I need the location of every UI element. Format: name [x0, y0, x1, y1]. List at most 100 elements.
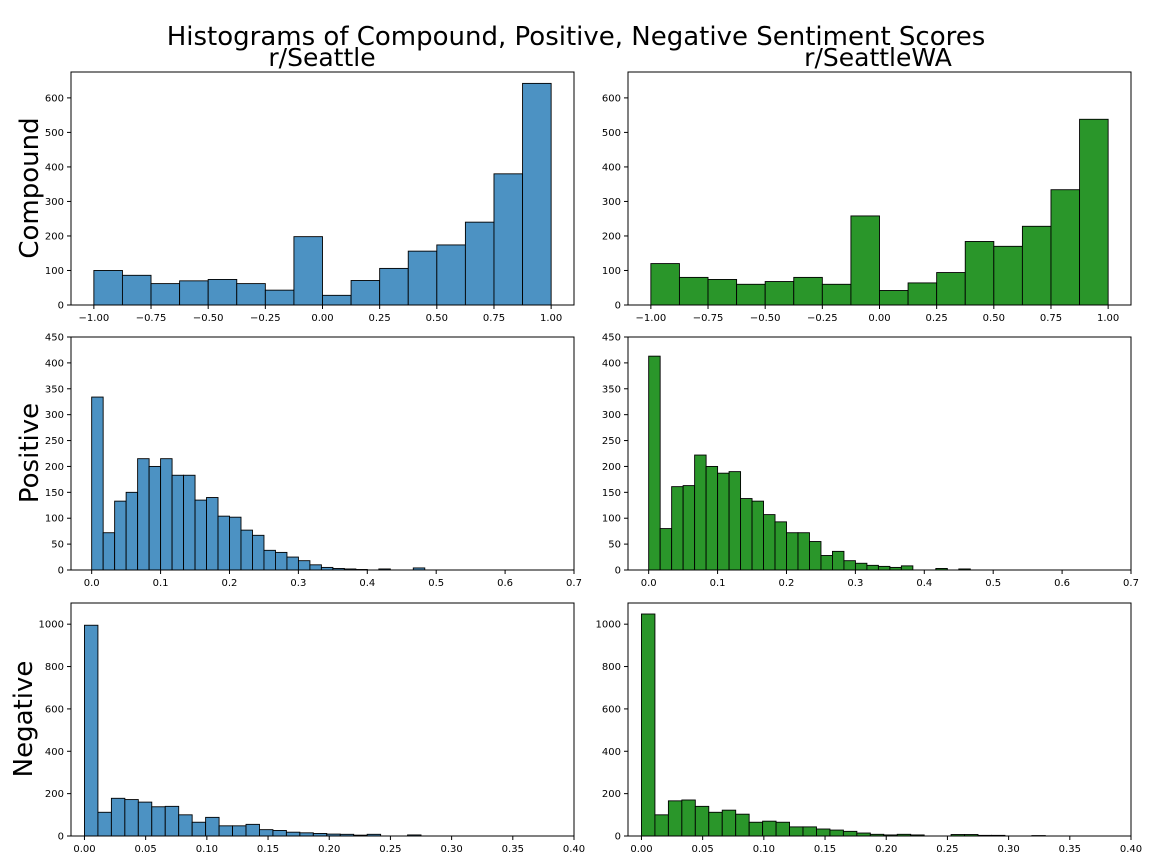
y-tick-label: 200	[45, 231, 64, 242]
x-tick-label: −0.75	[136, 313, 167, 324]
histogram-bar	[164, 805, 180, 837]
histogram-bar	[740, 498, 753, 571]
histogram-bar	[183, 474, 196, 571]
histogram-bar	[728, 471, 742, 571]
histogram-bar	[681, 799, 696, 837]
x-tick-label: 0.50	[983, 313, 1005, 324]
histogram-bar	[297, 560, 311, 571]
x-tick-label: −1.00	[636, 313, 667, 324]
x-tick-label: 0.40	[1120, 844, 1142, 855]
histogram-bar	[275, 551, 288, 571]
x-tick-label: 0.15	[814, 844, 836, 855]
y-tick-label: 0	[615, 566, 621, 577]
histogram-bar	[137, 801, 153, 837]
y-tick-label: 300	[602, 197, 621, 208]
x-tick-label: 0.1	[710, 578, 726, 589]
x-tick-label: 0.00	[630, 844, 652, 855]
x-tick-label: 0.75	[483, 313, 505, 324]
histogram-bar	[648, 355, 661, 571]
histogram-bar	[877, 565, 891, 571]
x-tick-label: 0.5	[985, 578, 1001, 589]
histogram-bar	[708, 811, 723, 837]
histogram-bar	[1050, 189, 1081, 306]
x-tick-label: 0.35	[502, 844, 524, 855]
histogram-bar	[151, 806, 166, 837]
x-tick-label: −0.25	[807, 313, 838, 324]
histogram-bar	[379, 267, 409, 306]
y-tick-label: 0	[615, 832, 621, 843]
y-tick-label: 0	[58, 301, 64, 312]
histogram-bar	[774, 521, 787, 571]
x-tick-label: −0.25	[250, 313, 281, 324]
histogram-bar	[736, 283, 766, 306]
histogram-bar	[350, 280, 381, 306]
histogram-bar	[102, 532, 116, 571]
histogram-bar	[936, 272, 966, 306]
x-tick-label: 0.25	[369, 313, 391, 324]
x-tick-label: 0.1	[153, 578, 169, 589]
histogram-bar	[124, 799, 139, 837]
x-tick-label: 0.3	[290, 578, 306, 589]
panel-positive-seattlewa: 0.0 0.1 0.2 0.3 0.4 0.5 0.6 0.7 0 50 100 150 200 250 3…	[602, 333, 1139, 590]
x-tick-label: 0.35	[1059, 844, 1081, 855]
y-tick-label: 350	[45, 384, 64, 395]
x-tick-label: 0.05	[135, 844, 157, 855]
histogram-bar	[641, 613, 656, 837]
histogram-bar	[245, 823, 260, 837]
histogram-bar	[137, 458, 150, 571]
row-label-compound: Compound	[15, 117, 45, 258]
y-tick-label: 100	[45, 266, 64, 277]
x-tick-label: 0.10	[196, 844, 218, 855]
histogram-bar	[659, 528, 673, 571]
subplot-grid: −1.00 −0.75 −0.50 −0.25 0.00 0.25 0.50 0.75 1.00…	[39, 71, 1142, 855]
x-tick-label: 0.30	[440, 844, 462, 855]
x-tick-label: 0.25	[926, 313, 948, 324]
panel-negative-seattle: 0.00 0.05 0.10 0.15 0.20 0.25 0.30 0.35 0.40 0 200…	[39, 602, 585, 855]
x-tick-label: 0.25	[936, 844, 958, 855]
y-tick-label: 250	[45, 436, 64, 447]
histogram-bar	[843, 560, 856, 571]
histogram-bar	[407, 250, 438, 306]
histogram-bar	[232, 825, 247, 837]
histogram-bar	[842, 830, 858, 837]
y-tick-label: 500	[602, 128, 621, 139]
histogram-bar	[229, 516, 242, 571]
y-tick-label: 200	[45, 462, 64, 473]
histogram-bar	[809, 541, 822, 571]
x-tick-label: 0.4	[916, 578, 932, 589]
histogram-bar	[671, 486, 684, 571]
histogram-bar	[694, 805, 710, 837]
histogram-bar	[286, 556, 299, 571]
x-tick-label: 0.00	[311, 313, 333, 324]
histogram-bar	[252, 534, 265, 571]
histogram-bar	[900, 565, 914, 571]
histogram-bar	[125, 491, 139, 571]
histogram-bar	[820, 555, 833, 571]
y-tick-label: 400	[45, 162, 64, 173]
y-tick-label: 300	[45, 410, 64, 421]
histogram-bar	[751, 500, 764, 571]
histogram-bar	[866, 564, 879, 571]
x-tick-label: 0.50	[426, 313, 448, 324]
histogram-bar	[110, 797, 126, 837]
y-tick-label: 200	[602, 231, 621, 242]
histogram-bar	[259, 829, 274, 837]
x-tick-label: −0.50	[193, 313, 224, 324]
y-tick-label: 800	[45, 662, 64, 673]
y-tick-label: 400	[602, 162, 621, 173]
figure-title: Histograms of Compound, Positive, Negati…	[167, 22, 986, 52]
histogram-bar	[293, 236, 323, 306]
histogram-bar	[879, 290, 909, 306]
y-tick-label: 100	[602, 514, 621, 525]
column-title-seattle: r/Seattle	[268, 43, 375, 72]
histogram-bar	[171, 474, 185, 571]
y-tick-label: 200	[602, 789, 621, 800]
histogram-bar	[793, 276, 823, 306]
x-tick-label: 0.05	[692, 844, 714, 855]
histogram-bar	[206, 497, 219, 571]
histogram-bar	[748, 821, 764, 837]
y-tick-label: 0	[615, 301, 621, 312]
histogram-bar	[1079, 118, 1109, 306]
histogram-bar	[678, 276, 709, 306]
